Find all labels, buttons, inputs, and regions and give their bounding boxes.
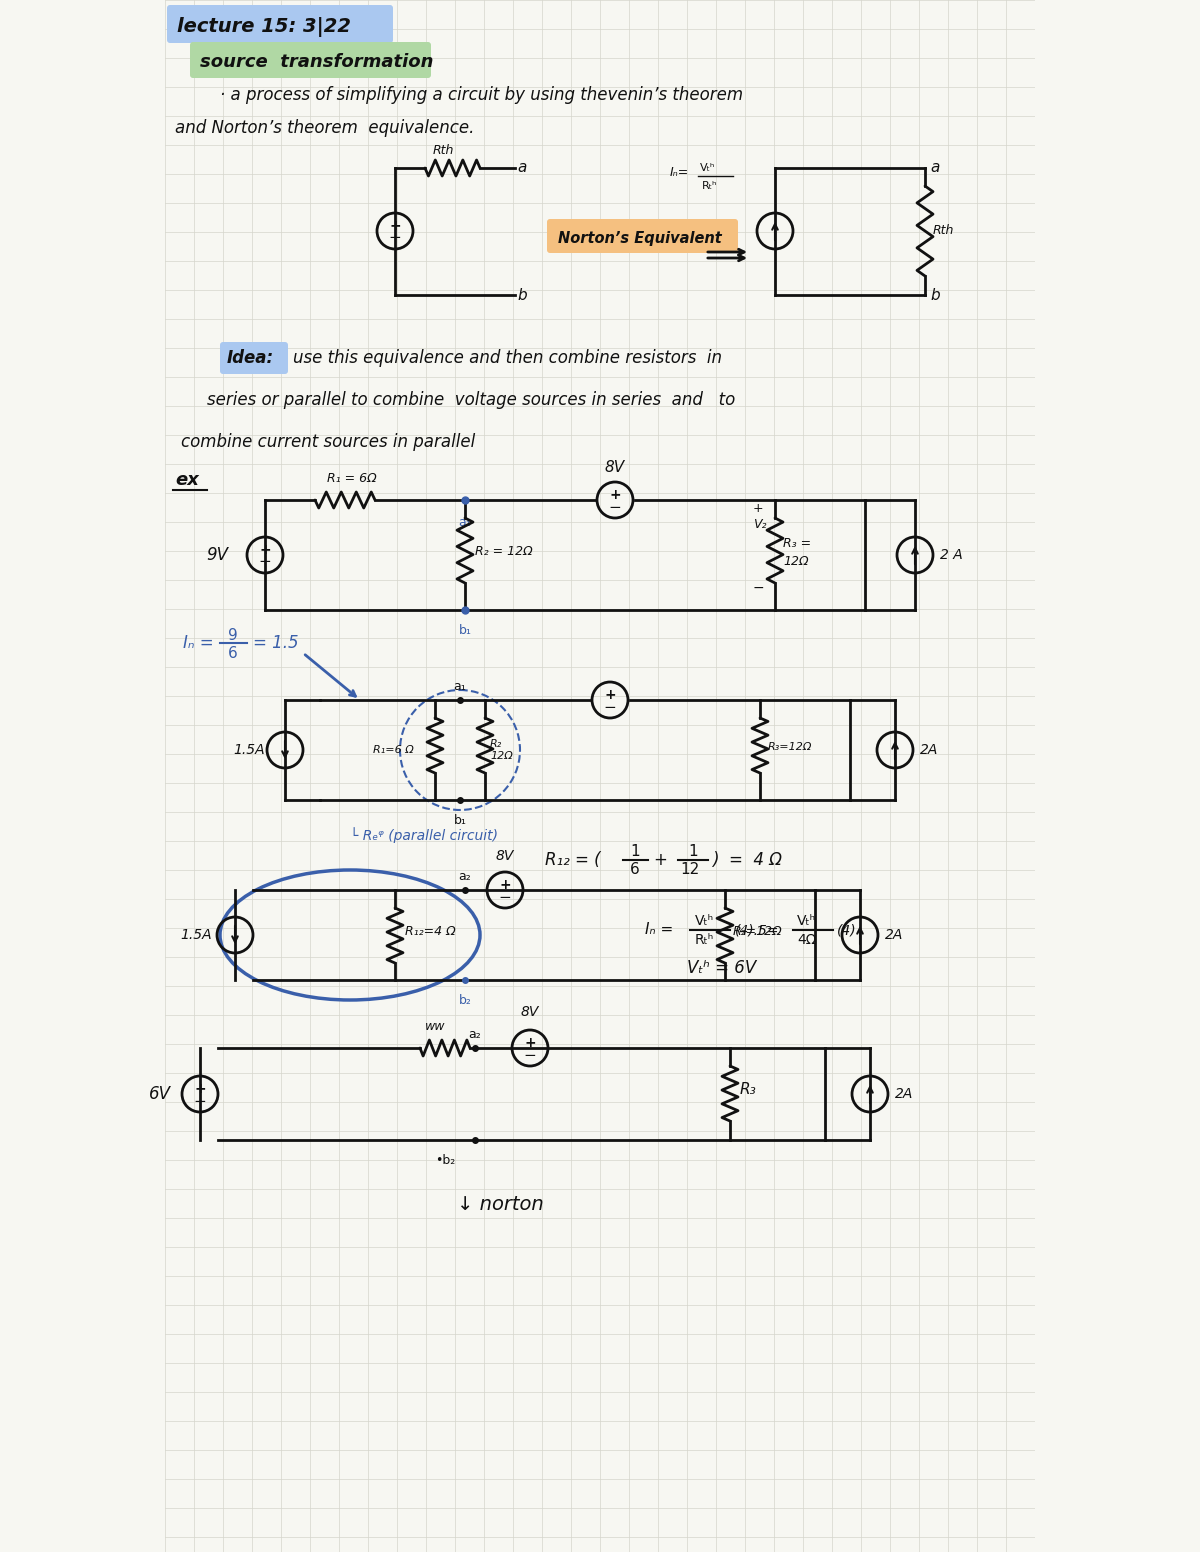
Text: −: − bbox=[259, 554, 271, 570]
Text: Iₙ =: Iₙ = bbox=[646, 922, 673, 937]
Text: a₂: a₂ bbox=[469, 1027, 481, 1040]
Text: R₃ =: R₃ = bbox=[784, 537, 811, 549]
Text: 8V: 8V bbox=[496, 849, 514, 863]
Text: Rₜʰ: Rₜʰ bbox=[702, 182, 718, 191]
Text: ex: ex bbox=[175, 470, 199, 489]
Text: 8V: 8V bbox=[605, 461, 625, 475]
Text: 2 A: 2 A bbox=[940, 548, 962, 562]
Text: 1.5A: 1.5A bbox=[180, 928, 211, 942]
Text: +: + bbox=[259, 543, 271, 557]
Text: Iₙ =: Iₙ = bbox=[184, 635, 214, 652]
Text: +: + bbox=[610, 487, 620, 501]
Text: R₂=12Ω: R₂=12Ω bbox=[733, 925, 782, 937]
Text: b₁: b₁ bbox=[458, 624, 472, 636]
FancyBboxPatch shape bbox=[167, 5, 394, 43]
Text: −: − bbox=[754, 580, 764, 594]
Text: +: + bbox=[194, 1082, 206, 1096]
Text: Rth: Rth bbox=[934, 225, 954, 237]
Text: −: − bbox=[608, 500, 622, 515]
Text: 12: 12 bbox=[680, 863, 700, 877]
Text: 4Ω: 4Ω bbox=[797, 933, 816, 947]
Text: 6: 6 bbox=[228, 646, 238, 661]
Text: R₂
12Ω: R₂ 12Ω bbox=[490, 739, 512, 760]
Text: and Norton’s theorem  equivalence.: and Norton’s theorem equivalence. bbox=[175, 120, 474, 137]
Text: a₁: a₁ bbox=[454, 680, 467, 692]
Text: 6: 6 bbox=[630, 863, 640, 877]
Text: 12Ω: 12Ω bbox=[784, 556, 809, 568]
Text: −: − bbox=[523, 1048, 536, 1063]
Text: ww: ww bbox=[425, 1020, 445, 1034]
Text: a₁: a₁ bbox=[458, 515, 472, 529]
Text: R₁₂=4 Ω: R₁₂=4 Ω bbox=[406, 925, 456, 937]
Text: 9V: 9V bbox=[206, 546, 228, 563]
Text: Idea:: Idea: bbox=[227, 349, 274, 366]
Text: R₁ = 6Ω: R₁ = 6Ω bbox=[328, 472, 377, 484]
Text: ↓ norton: ↓ norton bbox=[457, 1195, 544, 1215]
Text: use this equivalence and then combine resistors  in: use this equivalence and then combine re… bbox=[293, 349, 722, 366]
FancyBboxPatch shape bbox=[547, 219, 738, 253]
Text: Norton’s Equivalent: Norton’s Equivalent bbox=[558, 231, 721, 245]
Text: · a process of simplifying a circuit by using thevenin’s theorem: · a process of simplifying a circuit by … bbox=[220, 85, 743, 104]
Text: 9: 9 bbox=[228, 627, 238, 643]
Text: series or parallel to combine  voltage sources in series  and   to: series or parallel to combine voltage so… bbox=[208, 391, 736, 410]
Text: •b₂: •b₂ bbox=[434, 1155, 455, 1167]
Text: −: − bbox=[604, 700, 617, 714]
Text: Vₜʰ = 6V: Vₜʰ = 6V bbox=[686, 959, 756, 978]
Text: Rₜʰ: Rₜʰ bbox=[695, 933, 714, 947]
Text: R₃: R₃ bbox=[740, 1082, 757, 1097]
Text: └ Rₑᵠ (parallel circuit): └ Rₑᵠ (parallel circuit) bbox=[350, 827, 498, 843]
Text: combine current sources in parallel: combine current sources in parallel bbox=[181, 433, 475, 452]
Text: 1: 1 bbox=[688, 843, 698, 858]
Text: R₃=12Ω: R₃=12Ω bbox=[768, 742, 812, 753]
Text: (4).5=: (4).5= bbox=[734, 923, 780, 937]
Text: +: + bbox=[389, 219, 401, 233]
Text: −: − bbox=[389, 231, 401, 245]
Text: Vₜʰ: Vₜʰ bbox=[797, 914, 816, 928]
FancyBboxPatch shape bbox=[220, 341, 288, 374]
Text: V₂: V₂ bbox=[754, 518, 767, 531]
Text: −: − bbox=[193, 1094, 206, 1108]
Text: Rth: Rth bbox=[433, 143, 455, 157]
Text: 1.5A: 1.5A bbox=[233, 743, 265, 757]
Text: R₁=6 Ω: R₁=6 Ω bbox=[373, 745, 414, 754]
Text: lecture 15: 3|22: lecture 15: 3|22 bbox=[178, 17, 352, 37]
Text: R₁₂ = (: R₁₂ = ( bbox=[545, 850, 601, 869]
Text: 1: 1 bbox=[630, 843, 640, 858]
FancyBboxPatch shape bbox=[190, 42, 431, 78]
Text: = 1.5: = 1.5 bbox=[253, 635, 299, 652]
Text: +: + bbox=[653, 850, 667, 869]
Text: 2A: 2A bbox=[920, 743, 938, 757]
Text: −: − bbox=[499, 889, 511, 905]
Text: source  transformation: source transformation bbox=[200, 53, 433, 71]
Text: (4): (4) bbox=[838, 923, 857, 937]
Text: 2A: 2A bbox=[895, 1086, 913, 1100]
Text: b: b bbox=[517, 287, 527, 303]
Text: 8V: 8V bbox=[521, 1006, 539, 1020]
Text: Vₜʰ: Vₜʰ bbox=[695, 914, 714, 928]
Text: +: + bbox=[754, 501, 763, 515]
Text: +: + bbox=[604, 688, 616, 702]
Text: Iₙ=: Iₙ= bbox=[670, 166, 689, 180]
Text: +: + bbox=[524, 1037, 536, 1051]
Text: b₂: b₂ bbox=[458, 993, 472, 1007]
Text: b₁: b₁ bbox=[454, 813, 467, 827]
Text: R₂ = 12Ω: R₂ = 12Ω bbox=[475, 545, 533, 559]
Text: a₂: a₂ bbox=[458, 869, 472, 883]
Text: +: + bbox=[499, 878, 511, 892]
Text: )  =  4 Ω: ) = 4 Ω bbox=[712, 850, 782, 869]
Text: 2A: 2A bbox=[886, 928, 904, 942]
Text: Vₜʰ: Vₜʰ bbox=[700, 163, 715, 172]
Text: a: a bbox=[517, 160, 527, 175]
Text: b: b bbox=[930, 287, 940, 303]
Text: 6V: 6V bbox=[149, 1085, 172, 1103]
Text: a: a bbox=[930, 160, 940, 175]
